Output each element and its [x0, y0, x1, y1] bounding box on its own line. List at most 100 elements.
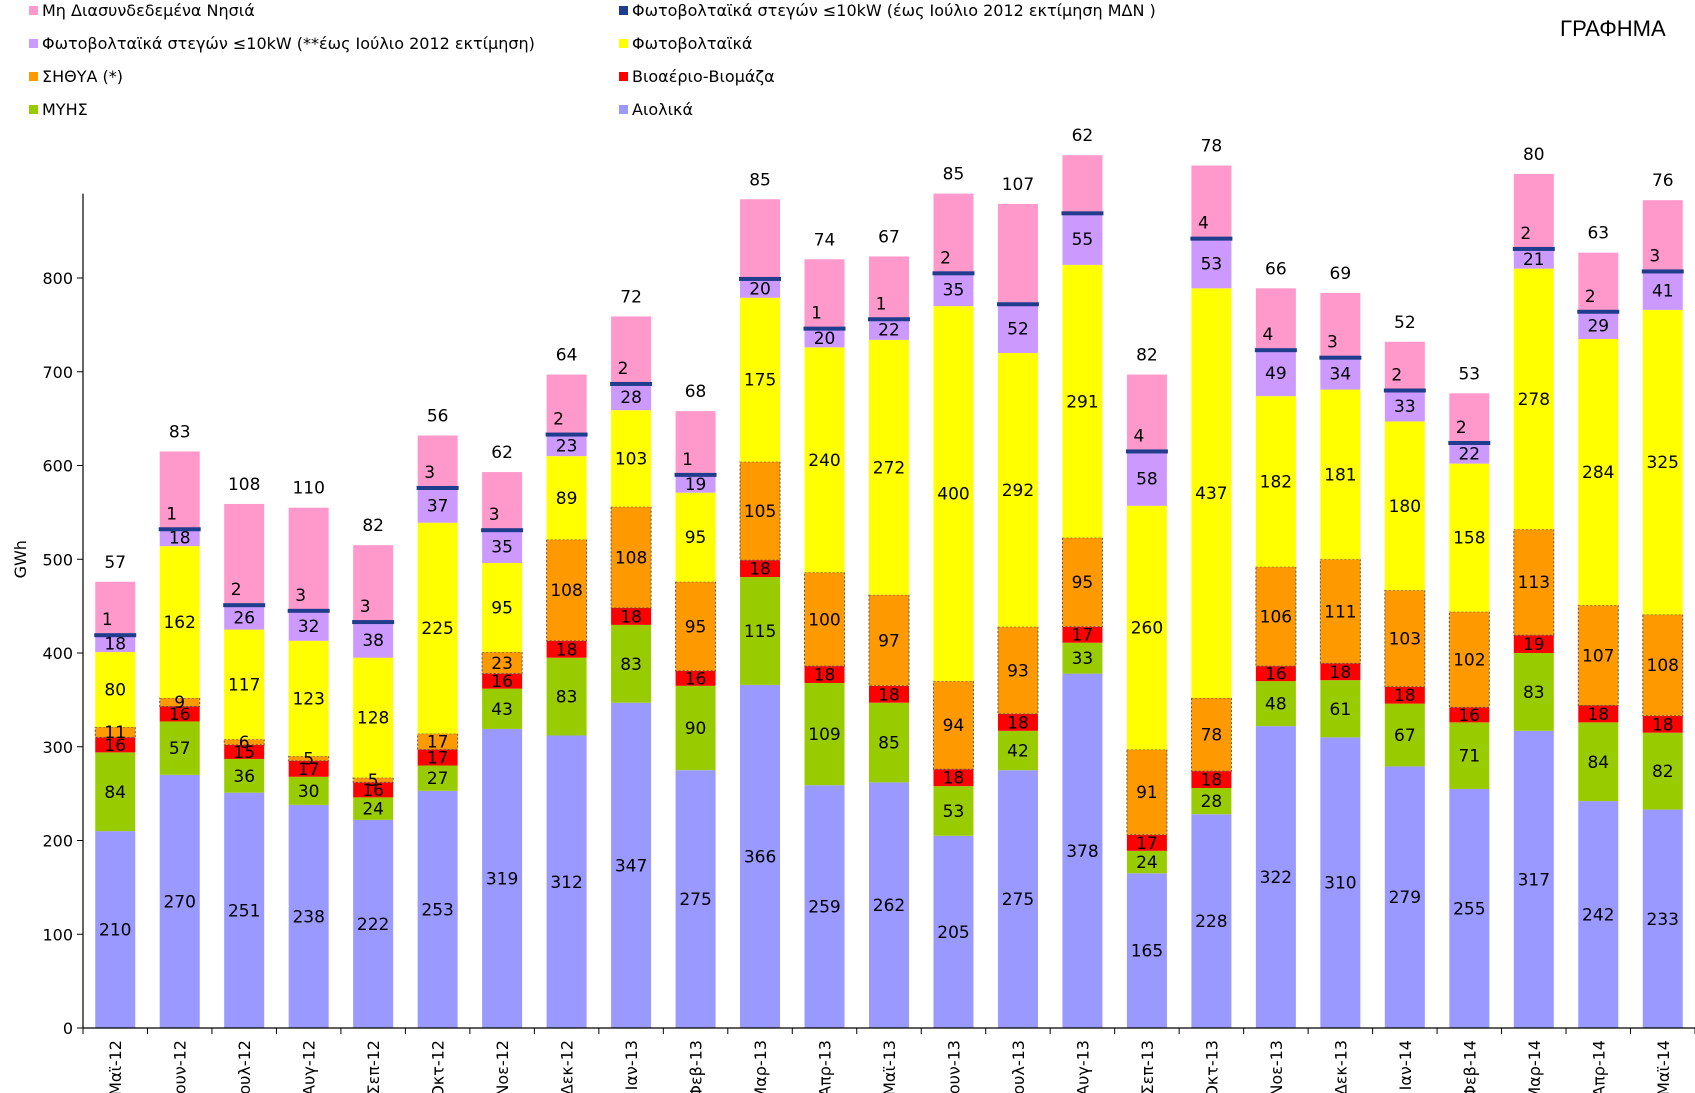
data-label: 180	[1389, 497, 1421, 517]
bar-segment	[611, 702, 652, 1028]
data-label: 18	[556, 640, 578, 660]
data-label-islands: 66	[1265, 259, 1287, 279]
x-tick-label: Μαϊ-12	[106, 1040, 125, 1093]
data-label: 15	[233, 743, 255, 763]
bar-segment	[546, 374, 587, 435]
data-label-islands: 82	[1136, 346, 1158, 366]
bar-segment-mdn	[94, 633, 137, 638]
y-tick-label: 600	[42, 457, 73, 476]
x-tick-label: Μαρ-14	[1525, 1040, 1544, 1093]
data-label: 278	[1518, 390, 1550, 410]
bar-segment	[482, 563, 523, 653]
data-label: 17	[427, 733, 449, 753]
data-label: 89	[556, 489, 578, 509]
x-tick-label: Σεπ-12	[364, 1040, 383, 1093]
bar-segment	[224, 629, 265, 740]
data-label: 95	[491, 599, 513, 619]
bar-segment	[417, 488, 458, 523]
y-tick-label: 100	[42, 925, 73, 944]
bar-segment	[224, 503, 265, 606]
bar-stack: 366 115 18 105 175 20 85	[739, 170, 782, 1028]
bar-segment	[417, 765, 458, 791]
data-label: 16	[169, 705, 191, 725]
bar-segment	[675, 492, 716, 582]
bar-segment	[482, 673, 523, 689]
data-label: 109	[808, 725, 840, 745]
data-label-mdn: 2	[1456, 418, 1467, 438]
data-label-islands: 67	[878, 227, 900, 247]
data-label: 292	[1002, 481, 1034, 501]
bar-segment	[869, 685, 909, 703]
data-label-mdn: 2	[618, 359, 629, 379]
data-label: 37	[427, 496, 449, 516]
bar-segment	[1126, 873, 1167, 1028]
bar-segment	[740, 199, 781, 279]
data-label-mdn: 2	[553, 410, 564, 430]
data-label: 182	[1260, 472, 1292, 492]
data-label: 117	[228, 675, 260, 695]
data-label: 9	[174, 693, 185, 713]
data-label: 108	[615, 548, 647, 568]
bar-segment	[417, 749, 458, 766]
data-label: 105	[744, 502, 776, 522]
bar-segment	[869, 702, 909, 783]
x-tick-label: Μαϊ-14	[1654, 1040, 1673, 1093]
data-label: 55	[1072, 230, 1094, 250]
data-label: 35	[943, 281, 965, 301]
bar-segment	[804, 683, 845, 786]
bar-segment	[1062, 626, 1103, 643]
y-tick-label: 800	[42, 269, 73, 288]
data-label: 33	[1394, 397, 1416, 417]
bar-segment	[1255, 350, 1296, 397]
x-tick-label: Οκτ-12	[429, 1040, 448, 1093]
data-label: 27	[427, 769, 449, 789]
x-tick-label: Αυγ-12	[300, 1040, 319, 1093]
legend-swatch	[619, 105, 628, 114]
x-tick-label: Απρ-14	[1589, 1040, 1608, 1093]
x-tick-label: Οκτ-13	[1202, 1040, 1221, 1093]
bar-segment	[546, 657, 587, 736]
data-label: 34	[1330, 365, 1352, 385]
data-label: 107	[1582, 646, 1614, 666]
bar-segment	[1191, 288, 1232, 698]
data-label: 253	[421, 900, 453, 920]
bar-segment	[224, 605, 265, 630]
data-label: 325	[1647, 453, 1679, 473]
bar-segment	[1126, 850, 1167, 874]
bar-segment	[1513, 173, 1554, 249]
bar-segment	[869, 319, 909, 340]
bar-segment	[159, 774, 200, 1028]
data-label-islands: 62	[1072, 126, 1094, 146]
data-label: 251	[228, 901, 260, 921]
legend-swatch	[29, 105, 38, 114]
bar-segment-mdn	[287, 608, 330, 613]
bar-segment-mdn	[1254, 348, 1297, 353]
data-label-mdn: 1	[166, 504, 177, 524]
bar-segment	[224, 792, 265, 1028]
bar-stack: 270 57 169 162 18 1 83	[158, 422, 201, 1028]
data-label: 58	[1136, 470, 1158, 490]
bar-stack: 317 83 19 113 278 21 2 80	[1512, 145, 1555, 1028]
bar-segment-mdn	[996, 302, 1039, 307]
data-label: 83	[620, 655, 642, 675]
data-label: 181	[1324, 465, 1356, 485]
bar-segment	[933, 193, 974, 274]
data-label: 52	[1007, 320, 1029, 340]
legend-item: Μη Διασυνδεδεμένα Νησιά	[29, 1, 255, 20]
bar-stack: 251 36 156 117 26 2 108	[223, 475, 266, 1028]
bar-segment	[932, 680, 974, 770]
bar-segment	[546, 735, 587, 1028]
data-label: 17	[1136, 834, 1158, 854]
bar-segment	[740, 297, 781, 462]
data-label: 22	[1458, 444, 1480, 464]
bar-segment	[1126, 505, 1167, 750]
bar-segment	[933, 306, 974, 682]
bar-segment	[1513, 248, 1554, 269]
bar-segment-mdn	[1577, 309, 1620, 314]
legend-label: ΜΥΗΣ	[42, 100, 88, 119]
data-label: 102	[1453, 651, 1485, 671]
